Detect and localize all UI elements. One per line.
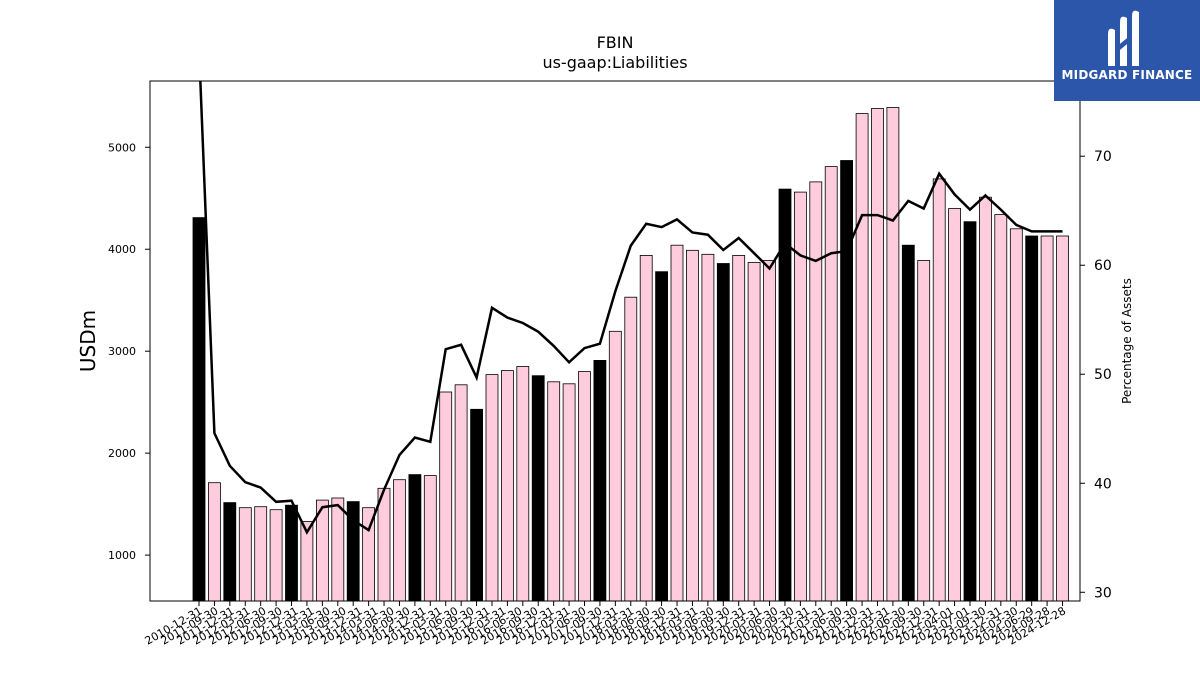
- bar-9: [331, 497, 345, 602]
- bar-26: [593, 359, 607, 602]
- bar-43: [855, 113, 869, 602]
- bar-3: [238, 507, 252, 602]
- bar-37: [763, 260, 776, 602]
- bar-1: [207, 482, 221, 602]
- bar-13: [393, 479, 406, 602]
- y-axis-label: USDm: [76, 310, 100, 372]
- bar-19: [485, 374, 499, 602]
- y-tick-label-3000: 3000: [108, 345, 136, 358]
- y-tick-label-4000: 4000: [108, 243, 136, 256]
- bar-44: [871, 108, 884, 602]
- bar-18: [470, 408, 484, 602]
- bar-50: [963, 221, 977, 602]
- midgard-logo-icon: [1108, 10, 1139, 67]
- bar-41: [824, 166, 838, 602]
- bar-16: [439, 391, 453, 602]
- bar-55: [1040, 235, 1054, 602]
- bar-51: [979, 196, 992, 602]
- bar-5: [269, 509, 283, 602]
- y2-tick-label-40: 40: [1094, 476, 1112, 492]
- y2-tick-label-70: 70: [1094, 149, 1112, 165]
- bar-24: [562, 383, 576, 602]
- bar-46: [901, 244, 915, 602]
- bar-47: [917, 260, 931, 602]
- y2-tick-label-60: 60: [1094, 258, 1112, 274]
- bar-20: [500, 370, 514, 602]
- bar-23: [547, 381, 561, 602]
- bar-28: [624, 296, 638, 602]
- bar-32: [686, 249, 699, 602]
- y2-axis-label: Percentage of Assets: [1120, 278, 1134, 404]
- bar-27: [608, 330, 622, 602]
- bars: [192, 107, 1069, 602]
- bar-48: [932, 178, 946, 602]
- bar-12: [377, 487, 391, 602]
- bar-30: [655, 271, 668, 602]
- bar-34: [716, 263, 730, 602]
- y2-tick-label-30: 30: [1094, 585, 1112, 601]
- bar-25: [578, 371, 591, 602]
- bar-56: [1056, 235, 1069, 602]
- bar-22: [531, 375, 545, 602]
- bar-52: [994, 214, 1008, 602]
- bar-15: [423, 475, 437, 602]
- y-tick-label-5000: 5000: [108, 141, 136, 154]
- bar-40: [809, 181, 823, 602]
- bar-33: [701, 253, 715, 602]
- bar-53: [1009, 228, 1023, 602]
- bar-2: [223, 502, 237, 602]
- bar-0: [192, 217, 206, 602]
- logo-text: MIDGARD FINANCE: [1061, 68, 1193, 82]
- bar-17: [454, 384, 468, 602]
- y-axis-left: 1000 2000 3000 4000 5000: [108, 141, 150, 562]
- midgard-finance-logo: MIDGARD FINANCE: [1054, 0, 1200, 101]
- bar-14: [408, 474, 422, 602]
- y-axis-right: 30 40 50 60 70: [1080, 149, 1112, 601]
- bar-36: [747, 262, 761, 602]
- bar-29: [639, 254, 653, 602]
- y2-tick-label-50: 50: [1094, 367, 1112, 383]
- x-axis: 2010-12-312011-09-302011-12-312012-03-31…: [143, 601, 1068, 648]
- bar-21: [516, 366, 530, 602]
- chart-title: FBIN: [597, 33, 634, 52]
- bar-31: [670, 244, 684, 602]
- bar-6: [285, 504, 298, 602]
- bar-49: [948, 208, 961, 602]
- bar-42: [840, 160, 853, 602]
- y-tick-label-1000: 1000: [108, 549, 136, 562]
- bar-45: [886, 107, 900, 602]
- bar-35: [732, 254, 746, 602]
- bar-54: [1025, 235, 1039, 602]
- bar-4: [254, 506, 268, 602]
- chart-subtitle: us-gaap:Liabilities: [542, 53, 687, 72]
- percentage-of-assets-line: [199, 81, 1063, 535]
- y-tick-label-2000: 2000: [108, 447, 136, 460]
- percentage-line-layer: [199, 81, 1063, 535]
